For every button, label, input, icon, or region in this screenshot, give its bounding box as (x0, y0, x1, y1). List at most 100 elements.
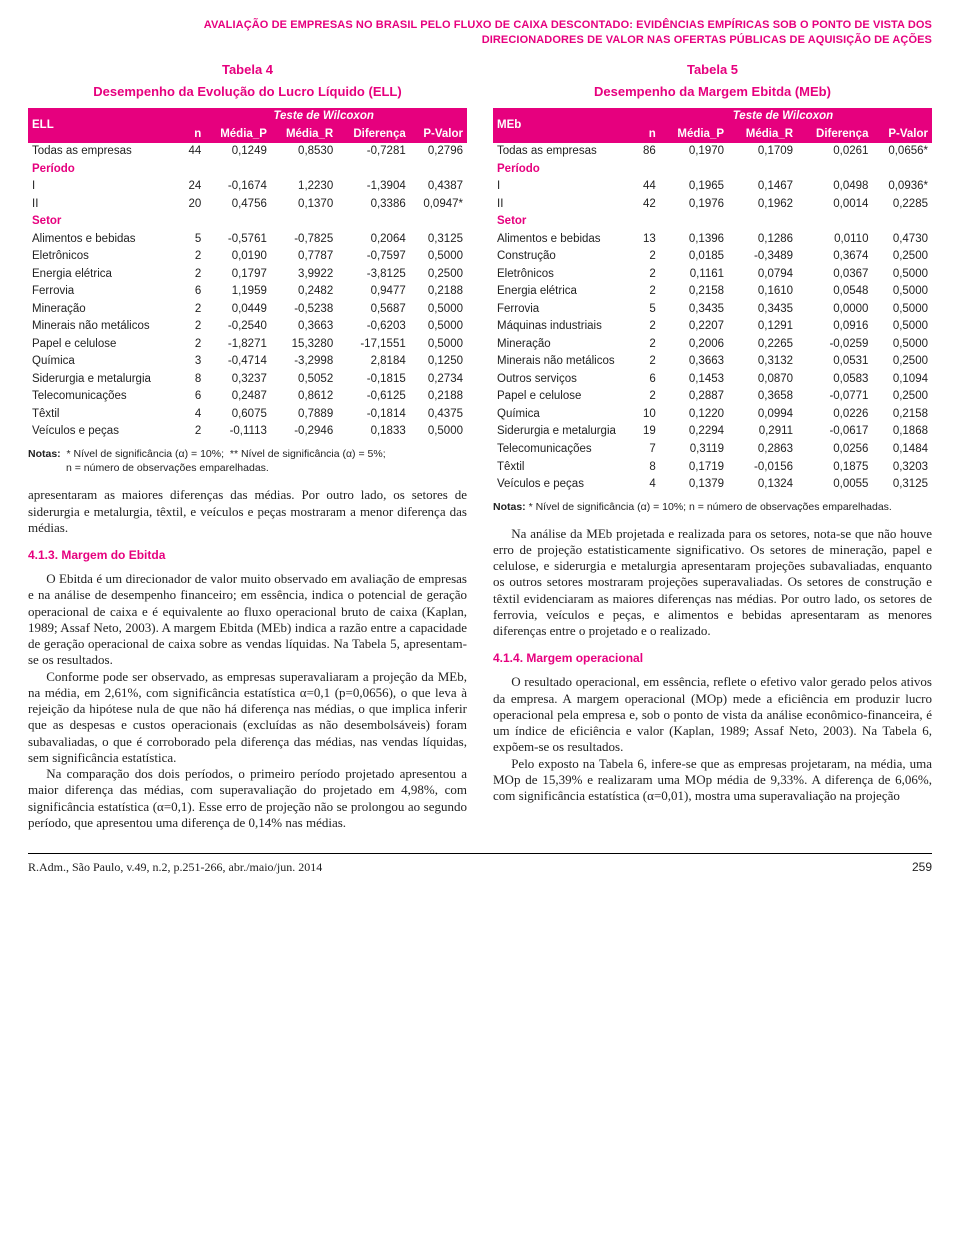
row-label: II (28, 196, 180, 214)
cell-pv: 0,3125 (410, 231, 467, 249)
table-row: Siderurgia e metalurgia190,22940,2911-0,… (493, 423, 932, 441)
row-label: Mineração (28, 301, 180, 319)
cell-pv: 0,5000 (410, 336, 467, 354)
cell-pv: 0,3203 (872, 459, 932, 477)
t5-col-mr: Média_R (728, 126, 797, 144)
cell-dif: 0,0367 (797, 266, 872, 284)
cell-mp: 0,0449 (205, 301, 271, 319)
table5: MEb Teste de Wilcoxon n Média_P Média_R … (493, 108, 932, 493)
cell-mp: 0,2207 (660, 318, 728, 336)
cell-mr: 0,1467 (728, 178, 797, 196)
cell-dif: 0,9477 (337, 283, 410, 301)
cell-pv: 0,5000 (410, 301, 467, 319)
row-label: I (493, 178, 634, 196)
cell-n: 4 (634, 476, 660, 494)
row-label: Química (493, 406, 634, 424)
cell-dif: 0,0256 (797, 441, 872, 459)
table-row: Siderurgia e metalurgia80,32370,5052-0,1… (28, 371, 467, 389)
cell-mp: 0,1719 (660, 459, 728, 477)
table-row: Mineração20,20060,2265-0,02590,5000 (493, 336, 932, 354)
cell-pv: 0,1094 (872, 371, 932, 389)
cell-mr: 0,1962 (728, 196, 797, 214)
cell-mp: 0,0185 (660, 248, 728, 266)
cell-mp: 0,1970 (660, 143, 728, 161)
table-row: I24-0,16741,2230-1,39040,4387 (28, 178, 467, 196)
right-p1: Na análise da MEb projetada e realizada … (493, 526, 932, 640)
cell-pv: 0,0947* (410, 196, 467, 214)
cell-pv: 0,1250 (410, 353, 467, 371)
row-label: Papel e celulose (493, 388, 634, 406)
table-row: Têxtil40,60750,7889-0,18140,4375 (28, 406, 467, 424)
t4-wilcoxon: Teste de Wilcoxon (180, 108, 467, 126)
cell-mr: 0,1610 (728, 283, 797, 301)
cell-pv: 0,1868 (872, 423, 932, 441)
table-row: Energia elétrica20,17973,9922-3,81250,25… (28, 266, 467, 284)
cell-pv: 0,4387 (410, 178, 467, 196)
row-label: Mineração (493, 336, 634, 354)
t4-col-mp: Média_P (205, 126, 271, 144)
cell-pv: 0,2285 (872, 196, 932, 214)
row-label: Veículos e peças (493, 476, 634, 494)
row-label: Eletrônicos (493, 266, 634, 284)
cell-n: 13 (634, 231, 660, 249)
cell-n: 7 (634, 441, 660, 459)
cell-dif: -0,1814 (337, 406, 410, 424)
row-label: Telecomunicações (493, 441, 634, 459)
cell-pv: 0,5000 (410, 423, 467, 441)
section-label: Setor (28, 213, 467, 231)
sec-414: 4.1.4. Margem operacional (493, 651, 932, 666)
cell-dif: 2,8184 (337, 353, 410, 371)
cell-mr: 0,3435 (728, 301, 797, 319)
cell-mr: 0,1324 (728, 476, 797, 494)
table-row: Telecomunicações60,24870,8612-0,61250,21… (28, 388, 467, 406)
row-label: Têxtil (493, 459, 634, 477)
cell-mr: -0,7825 (271, 231, 337, 249)
table-row: Telecomunicações70,31190,28630,02560,148… (493, 441, 932, 459)
cell-mr: 0,3132 (728, 353, 797, 371)
cell-pv: 0,2188 (410, 388, 467, 406)
cell-dif: 0,0000 (797, 301, 872, 319)
table-row: Minerais não metálicos20,36630,31320,053… (493, 353, 932, 371)
cell-dif: -0,6203 (337, 318, 410, 336)
cell-mp: 0,3663 (660, 353, 728, 371)
cell-mp: 0,1379 (660, 476, 728, 494)
cell-n: 5 (180, 231, 205, 249)
table-row: Outros serviços60,14530,08700,05830,1094 (493, 371, 932, 389)
table4-notes: Notas: * Nível de significância (α) = 10… (28, 447, 467, 475)
cell-n: 2 (180, 336, 205, 354)
table5-title: Desempenho da Margem Ebitda (MEb) (493, 84, 932, 100)
t4-metric: ELL (28, 108, 180, 143)
cell-n: 5 (634, 301, 660, 319)
row-label: Construção (493, 248, 634, 266)
cell-mp: -1,8271 (205, 336, 271, 354)
cell-dif: -0,7597 (337, 248, 410, 266)
table-row: Alimentos e bebidas5-0,5761-0,78250,2064… (28, 231, 467, 249)
cell-pv: 0,0936* (872, 178, 932, 196)
table-row: Veículos e peças40,13790,13240,00550,312… (493, 476, 932, 494)
cell-mp: 0,1965 (660, 178, 728, 196)
cell-dif: 0,0916 (797, 318, 872, 336)
cell-mp: -0,2540 (205, 318, 271, 336)
cell-mr: 0,1709 (728, 143, 797, 161)
cell-pv: 0,3125 (872, 476, 932, 494)
cell-mp: 0,1249 (205, 143, 271, 161)
header-l2: DIRECIONADORES DE VALOR NAS OFERTAS PÚBL… (482, 34, 932, 46)
cell-dif: 0,2064 (337, 231, 410, 249)
cell-n: 2 (634, 283, 660, 301)
cell-mp: 0,1220 (660, 406, 728, 424)
footer-page: 259 (912, 860, 932, 875)
cell-mp: -0,4714 (205, 353, 271, 371)
row-label: Energia elétrica (28, 266, 180, 284)
cell-mp: -0,1674 (205, 178, 271, 196)
cell-n: 10 (634, 406, 660, 424)
cell-dif: 0,5687 (337, 301, 410, 319)
table-row: Eletrônicos20,11610,07940,03670,5000 (493, 266, 932, 284)
cell-mr: 0,7889 (271, 406, 337, 424)
cell-mr: -0,5238 (271, 301, 337, 319)
table-row: Energia elétrica20,21580,16100,05480,500… (493, 283, 932, 301)
t5-col-n: n (634, 126, 660, 144)
cell-mr: 0,5052 (271, 371, 337, 389)
cell-mp: 0,2006 (660, 336, 728, 354)
header-l1: AVALIAÇÃO DE EMPRESAS NO BRASIL PELO FLU… (204, 19, 932, 31)
cell-pv: 0,5000 (410, 318, 467, 336)
